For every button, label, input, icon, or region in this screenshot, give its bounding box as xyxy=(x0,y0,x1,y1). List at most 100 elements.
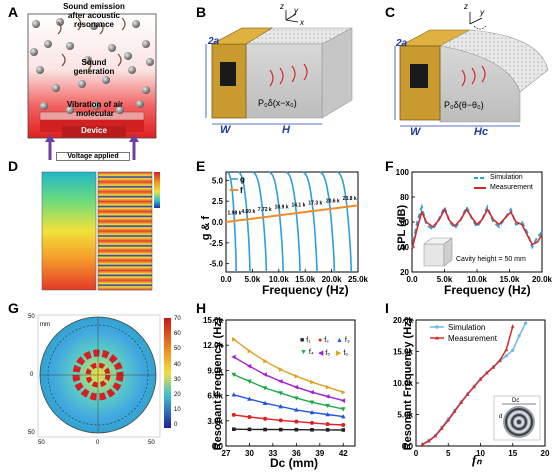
panel-a-voltage-label: Voltage applied xyxy=(56,152,130,161)
panel-b-axis-z: z xyxy=(280,2,284,11)
panel-g-hotspot-ring xyxy=(72,349,124,401)
panel-h-marker xyxy=(341,428,346,432)
panel-e-ytick-label: 0.0 xyxy=(212,218,224,227)
panel-f-measurement-line xyxy=(411,207,543,250)
panel-e-ytick-label: 5.0 xyxy=(212,176,224,185)
panel-i-meas-marker xyxy=(420,442,425,446)
panel-h-legend-marker: ■ xyxy=(300,337,307,344)
panel-b-formula: P₀δ(x−x₀) xyxy=(258,98,297,108)
panel-letter-h: H xyxy=(196,300,207,316)
panel-i-meas-marker xyxy=(498,358,502,362)
harmonic-stripe xyxy=(98,240,152,251)
panel-h-series-line xyxy=(233,356,344,402)
panel-h-marker xyxy=(325,394,330,399)
panel-e-xlabel: Frequency (Hz) xyxy=(262,283,349,297)
panel-i-sim-marker xyxy=(524,321,528,325)
panel-g-colorbar-tick: 70 xyxy=(174,316,181,322)
panel-g-ytick-mid: 0 xyxy=(30,372,34,378)
panel-e-resonance-label: 23.8 k xyxy=(343,196,357,202)
panel-h-ylabel: Resonant Frequency (Hz) xyxy=(212,317,224,451)
panel-f-simulation-line xyxy=(411,203,543,250)
panel-h-marker xyxy=(263,416,268,421)
panel-h-marker xyxy=(278,379,283,384)
panel-i-xlabel: fₙ xyxy=(472,452,482,467)
panel-b-dim-2a: 2a xyxy=(208,36,220,47)
panel-i-meas-marker xyxy=(446,418,451,422)
air-molecule-icon xyxy=(44,40,52,48)
panel-i-sim-marker xyxy=(427,438,431,442)
harmonic-stripe xyxy=(98,260,152,271)
panel-h-marker xyxy=(309,389,314,395)
panel-i-measurement-line xyxy=(422,326,514,446)
panel-h-series-line xyxy=(233,338,344,393)
panel-i-inset-dc: Dc xyxy=(512,398,520,404)
panel-i-meas-marker xyxy=(504,347,509,352)
panel-h-legend-marker: ● xyxy=(318,337,325,344)
panel-i-sim-marker xyxy=(453,408,457,412)
panel-h-marker xyxy=(310,379,315,385)
panel-g-xtick-mid: 0 xyxy=(96,440,100,446)
panel-i-sim-marker xyxy=(491,365,495,369)
panel-h-marker xyxy=(246,363,252,369)
panel-h-legend-label: f₁ xyxy=(306,337,311,344)
panel-i-legend-meas: Measurement xyxy=(448,334,497,343)
panel-i-sim-marker xyxy=(504,354,508,358)
panel-e-ylabel: g & f xyxy=(200,215,213,241)
panel-i-sim-marker xyxy=(446,417,450,421)
panel-h-marker xyxy=(247,415,252,420)
panel-h-legend-item: ■ f₁ xyxy=(300,337,311,344)
panel-h-marker xyxy=(278,367,284,372)
panel-h-marker xyxy=(325,384,331,390)
panel-h-marker xyxy=(231,392,237,397)
panel-letter-f: F xyxy=(385,158,394,174)
air-molecule-icon xyxy=(142,40,150,48)
panel-i-meas-marker xyxy=(465,392,470,396)
panel-e-g-branch xyxy=(285,171,301,273)
panel-i-sim-marker xyxy=(433,433,437,437)
panel-letter-c: C xyxy=(385,4,396,20)
panel-i-sim-marker xyxy=(517,334,521,338)
panel-a-emission-label: Sound emission after acoustic resonance xyxy=(52,2,136,29)
panel-g-xtick-left: 50 xyxy=(38,440,45,446)
panel-e-f-line xyxy=(225,204,359,223)
panel-i-meas-marker xyxy=(433,433,438,438)
panel-f-xtick-label: 0.0 xyxy=(406,275,418,284)
panel-e-xtick-label: 0.0 xyxy=(220,275,232,284)
panel-b-pressure-waves xyxy=(269,63,308,87)
harmonic-stripe xyxy=(98,221,152,232)
air-molecule-icon xyxy=(52,84,60,92)
air-molecule-icon xyxy=(32,20,40,28)
panel-h-series-line xyxy=(233,373,344,410)
panel-a-device-label: Device xyxy=(81,126,107,135)
panel-e-xtick-label: 25.0k xyxy=(348,275,369,284)
harmonic-stripe xyxy=(98,201,152,212)
panel-h-marker xyxy=(325,403,330,409)
panel-h-marker xyxy=(293,384,299,390)
panel-h-legend-marker: ▲ xyxy=(336,337,345,344)
panel-g-colorbar-tick: 30 xyxy=(174,376,181,383)
panel-i-meas-marker xyxy=(427,438,431,443)
panel-g-disc xyxy=(39,316,157,434)
panel-h-marker xyxy=(325,422,330,427)
panel-i-legend-meas-marker xyxy=(435,336,439,340)
panel-a-vibration-label: Vibration of air molecular xyxy=(50,100,140,118)
air-molecule-icon xyxy=(128,66,136,74)
panel-e-plot-frame xyxy=(225,171,359,273)
air-molecule-icon xyxy=(40,102,48,110)
panel-i-legend-sim-marker xyxy=(435,325,439,329)
panel-h-legend-item: ▲ f₃ xyxy=(336,337,350,344)
panel-e-resonance-label: 1.98 k xyxy=(228,211,242,217)
panel-c-axis-z: z xyxy=(464,2,468,11)
panel-i-sim-marker xyxy=(440,425,444,429)
panel-i-xtick-label: 0 xyxy=(414,449,419,458)
panel-h-marker xyxy=(294,396,299,401)
panel-h-marker xyxy=(341,389,346,395)
panel-e-g-branch xyxy=(337,171,353,273)
panel-h-marker xyxy=(340,398,346,403)
panel-i-sim-marker xyxy=(485,370,489,374)
panel-i-meas-marker xyxy=(510,324,515,328)
panel-e-g-branch xyxy=(302,171,318,273)
panel-h-legend-marker: ▶ xyxy=(336,350,344,357)
panel-h-marker xyxy=(231,354,236,360)
panel-letter-a: A xyxy=(8,4,19,20)
